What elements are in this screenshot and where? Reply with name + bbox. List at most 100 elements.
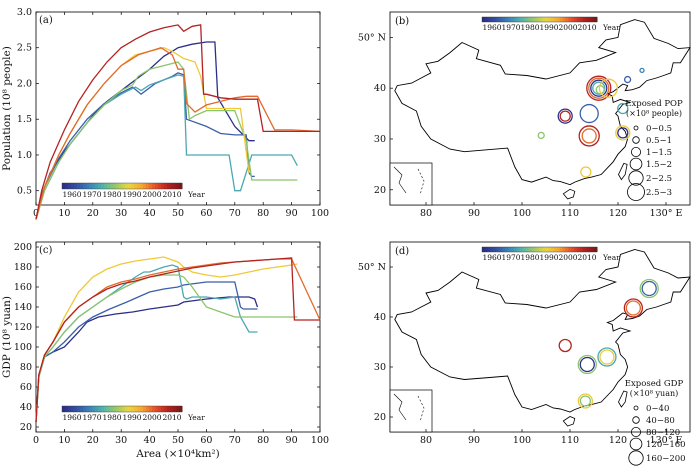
legend-circle [631,426,642,437]
colorbar-segment [125,406,129,412]
colorbar-segment [173,406,177,412]
colorbar-segment [510,247,515,252]
colorbar-segment [559,17,563,22]
series-line-2010s [35,46,321,220]
map-frame [389,241,691,433]
exposure-circle [623,75,632,84]
series-line-1960s [35,296,259,423]
colorbar-segment [582,247,586,252]
y-tick-label: 20 [20,422,32,433]
colorbar-segment [484,17,489,22]
colorbar-segment [505,247,509,252]
legend-item-label: 40−80 [646,416,675,426]
colorbar-segment [125,183,129,189]
colorbar-segment [62,406,66,412]
legend-title: Exposed POP [625,99,683,109]
x-tick-label: 50 [172,435,184,446]
colorbar-segment [149,183,153,189]
colorbar-tick-label: 1980 [520,253,539,262]
colorbar-segment [101,406,105,412]
legend-circle [632,136,640,144]
chart-a: 0 10 20 30 40 50 60 70 80 90 100 0.5 1.0 1.5 2.0 2.5 3.0… [1,7,329,220]
colorbar-segment [155,183,159,189]
colorbar-segment [104,406,108,412]
colorbar-segment [104,183,108,189]
x-tick-label: 20 [87,208,99,219]
colorbar-segment [164,183,168,189]
colorbar-segment [134,183,138,189]
map-frame [389,11,691,206]
exposure-circle [577,354,597,375]
colorbar-segment [505,17,509,22]
panel-label: (b) [395,16,409,27]
legend-item-label: 120−160 [646,440,686,450]
colorbar-segment [158,183,162,189]
series-line-1990s [35,274,298,423]
colorbar-segment [86,406,90,412]
colorbar-segment [499,247,503,252]
colorbar-segment [146,406,150,412]
colorbar-segment [539,247,543,252]
colorbar-segment [576,247,581,252]
exposure-circle [590,79,608,97]
colorbar-segment [83,183,87,189]
x-tick-label: 50 [172,208,184,219]
exposure-circle [641,280,657,297]
colorbar-segment [110,406,114,412]
colorbar-segment [170,183,174,189]
y-tick-label: 40 [20,402,32,413]
colorbar-tick-label: 1980 [102,190,121,199]
legend-subtitle: (×10⁸ yuan) [630,389,678,398]
colorbar-segment [496,17,500,22]
legend-item-label: 1.5−2 [646,160,672,170]
colorbar-segment [588,17,592,22]
colorbar-segment [131,183,135,189]
legend-circle [628,170,644,186]
colorbar-tick-label: 2010 [162,413,181,422]
colorbar-segment [71,406,75,412]
colorbar-segment [113,406,117,412]
colorbar-segment [137,183,141,189]
colorbar-segment [519,247,523,252]
lon-tick-label: 110 [561,208,579,219]
colorbar-segment [507,17,512,22]
colorbar-segment [140,183,144,189]
series-line-2016 [35,257,320,423]
colorbar-segment [571,17,575,22]
exposure-circle [617,127,629,139]
inset-dashes [417,395,425,423]
colorbar-segment [164,406,168,412]
series-line-1990s [35,61,298,220]
exposure-circle [537,131,545,140]
china-outline [394,19,691,186]
colorbar-segment [128,406,132,412]
colorbar-segment [576,17,581,22]
panel-label: (a) [39,15,53,26]
colorbar-segment [585,247,589,252]
colorbar-segment [562,17,566,22]
colorbar-segment [167,406,171,412]
x-tick-label: 0 [33,208,39,219]
colorbar-segment [528,17,532,22]
colorbar-segment [542,17,546,22]
legend-circle [629,437,643,451]
colorbar-tick-label: 1990 [122,413,141,422]
colorbar-segment [530,17,535,22]
colorbar-segment [176,406,180,412]
colorbar-segment [553,247,558,252]
colorbar-segment [89,406,93,412]
colorbar-segment [562,247,566,252]
colorbar-segment [551,247,555,252]
colorbar-segment [559,247,563,252]
colorbar-segment [571,247,575,252]
colorbar: 1960 1970 1980 1990 2000 2010 Year [61,182,205,199]
colorbar-tick-label: 1990 [539,23,558,32]
legend-item-label: 0.5−1 [646,136,672,146]
colorbar-segment [65,183,69,189]
colorbar-segment [98,406,102,412]
lat-tick-label: 40 [374,83,386,94]
colorbar-tick-label: 1970 [501,253,520,262]
colorbar-segment [574,247,578,252]
lat-tick-label: 40 [374,312,386,323]
